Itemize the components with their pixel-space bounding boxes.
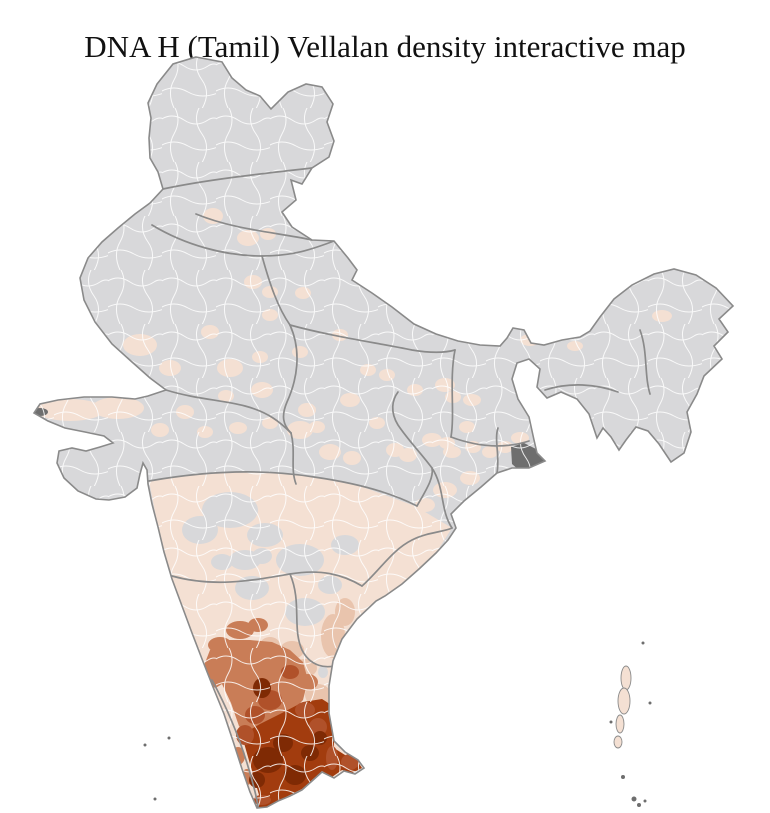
- state-border-line: [431, 467, 453, 529]
- state-border-line: [544, 384, 619, 393]
- state-border-line: [289, 324, 456, 354]
- state-border-line: [148, 471, 418, 507]
- islet-speck[interactable]: [609, 720, 613, 724]
- state-border-line: [282, 324, 298, 434]
- map-title: DNA H (Tamil) Vellalan density interacti…: [84, 28, 686, 64]
- islet-speck[interactable]: [643, 799, 647, 803]
- islet-speck[interactable]: [621, 775, 625, 779]
- state-border-line: [391, 391, 434, 507]
- island-shape[interactable]: [615, 714, 625, 734]
- state-border-line: [162, 167, 313, 190]
- islet-speck[interactable]: [637, 803, 641, 807]
- island-shape[interactable]: [617, 687, 631, 715]
- state-border-line: [261, 255, 291, 326]
- state-border-line: [361, 527, 453, 587]
- state-border-line: [195, 213, 313, 241]
- state-border-line: [639, 329, 651, 395]
- islet-speck[interactable]: [143, 743, 147, 747]
- island-shape[interactable]: [620, 665, 632, 691]
- state-border-line: [290, 432, 297, 485]
- state-border-line: [450, 349, 456, 438]
- state-border-line: [495, 427, 499, 474]
- islet-speck[interactable]: [167, 736, 171, 740]
- island-shape[interactable]: [613, 735, 623, 749]
- state-borders: [148, 167, 651, 808]
- islet-speck[interactable]: [153, 797, 157, 801]
- island-groups: [143, 641, 652, 807]
- state-border-line: [211, 679, 259, 808]
- district-patch-very_low[interactable]: [106, 364, 130, 380]
- islet-speck[interactable]: [641, 641, 645, 645]
- state-border-line: [339, 663, 350, 725]
- islet-speck[interactable]: [648, 701, 652, 705]
- islet-speck[interactable]: [631, 796, 637, 802]
- state-border-line: [165, 389, 292, 434]
- district-patch-very_low[interactable]: [83, 341, 109, 359]
- state-border-line: [450, 436, 530, 447]
- state-border-line: [289, 573, 341, 668]
